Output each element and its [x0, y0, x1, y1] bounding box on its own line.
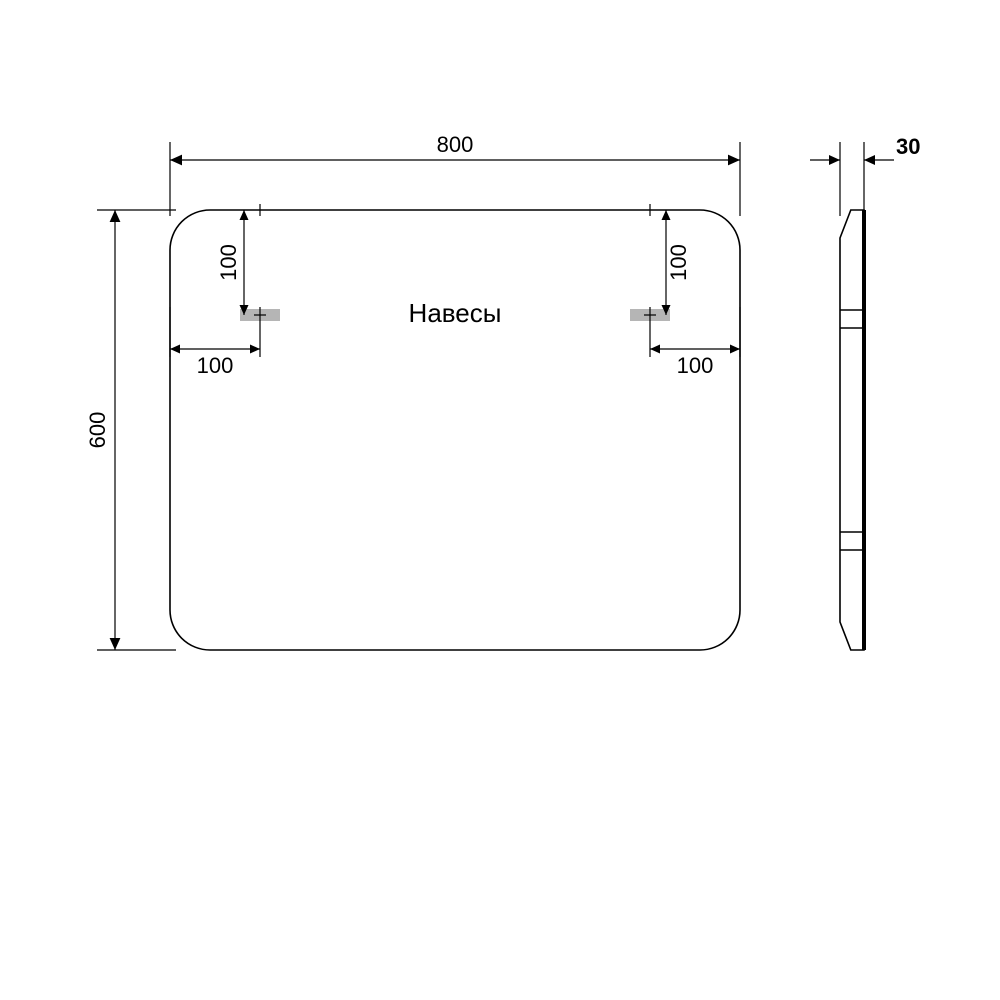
- hangers-label: Навесы: [409, 298, 502, 328]
- dim-hanger-x: 100: [677, 353, 714, 378]
- dim-width: 800: [437, 132, 474, 157]
- technical-drawing: 800 600 100 100 100 100 Навесы 30: [0, 0, 1000, 1000]
- side-outline: [840, 210, 864, 650]
- front-outline: [170, 210, 740, 650]
- dim-hanger-y: 100: [216, 244, 241, 281]
- dim-hanger-y: 100: [666, 244, 691, 281]
- dim-hanger-x: 100: [197, 353, 234, 378]
- dim-height: 600: [85, 412, 110, 449]
- dim-depth: 30: [896, 134, 920, 159]
